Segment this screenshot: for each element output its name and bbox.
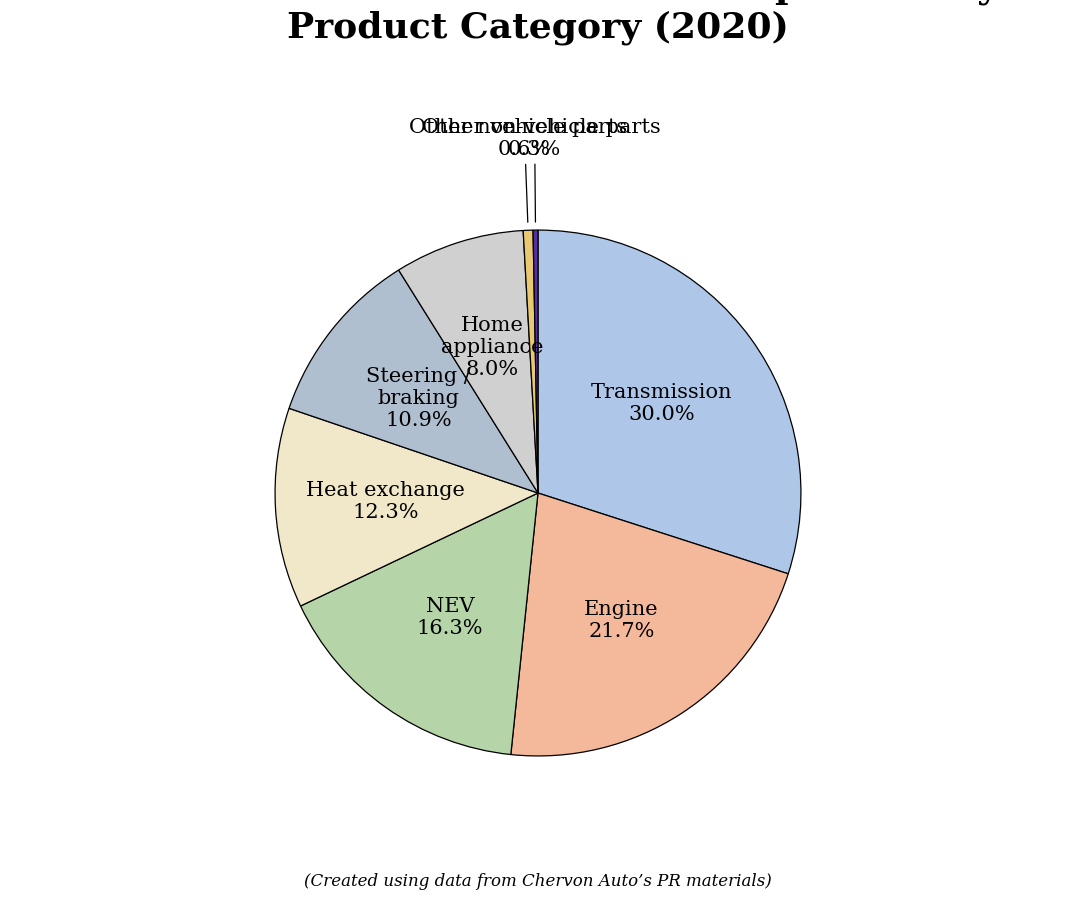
Wedge shape xyxy=(398,230,538,493)
Wedge shape xyxy=(275,408,538,606)
Text: Home
appliance
8.0%: Home appliance 8.0% xyxy=(440,316,543,379)
Wedge shape xyxy=(511,493,789,756)
Wedge shape xyxy=(289,270,538,493)
Title: Chervon Auto: Sales Revenue Composition by
Product Category (2020): Chervon Auto: Sales Revenue Composition … xyxy=(77,0,999,46)
Wedge shape xyxy=(533,230,538,493)
Text: Transmission
30.0%: Transmission 30.0% xyxy=(591,383,732,424)
Text: Other vehicle parts
0.6%: Other vehicle parts 0.6% xyxy=(422,118,627,222)
Wedge shape xyxy=(538,230,801,573)
Text: Steering /
braking
10.9%: Steering / braking 10.9% xyxy=(366,367,471,430)
Text: Other non-vehicle parts
0.3%: Other non-vehicle parts 0.3% xyxy=(409,118,661,222)
Text: (Created using data from Chervon Auto’s PR materials): (Created using data from Chervon Auto’s … xyxy=(305,873,771,889)
Wedge shape xyxy=(523,230,538,493)
Text: Heat exchange
12.3%: Heat exchange 12.3% xyxy=(307,481,465,522)
Text: NEV
16.3%: NEV 16.3% xyxy=(416,597,483,638)
Text: Engine
21.7%: Engine 21.7% xyxy=(584,600,659,641)
Wedge shape xyxy=(300,493,538,754)
